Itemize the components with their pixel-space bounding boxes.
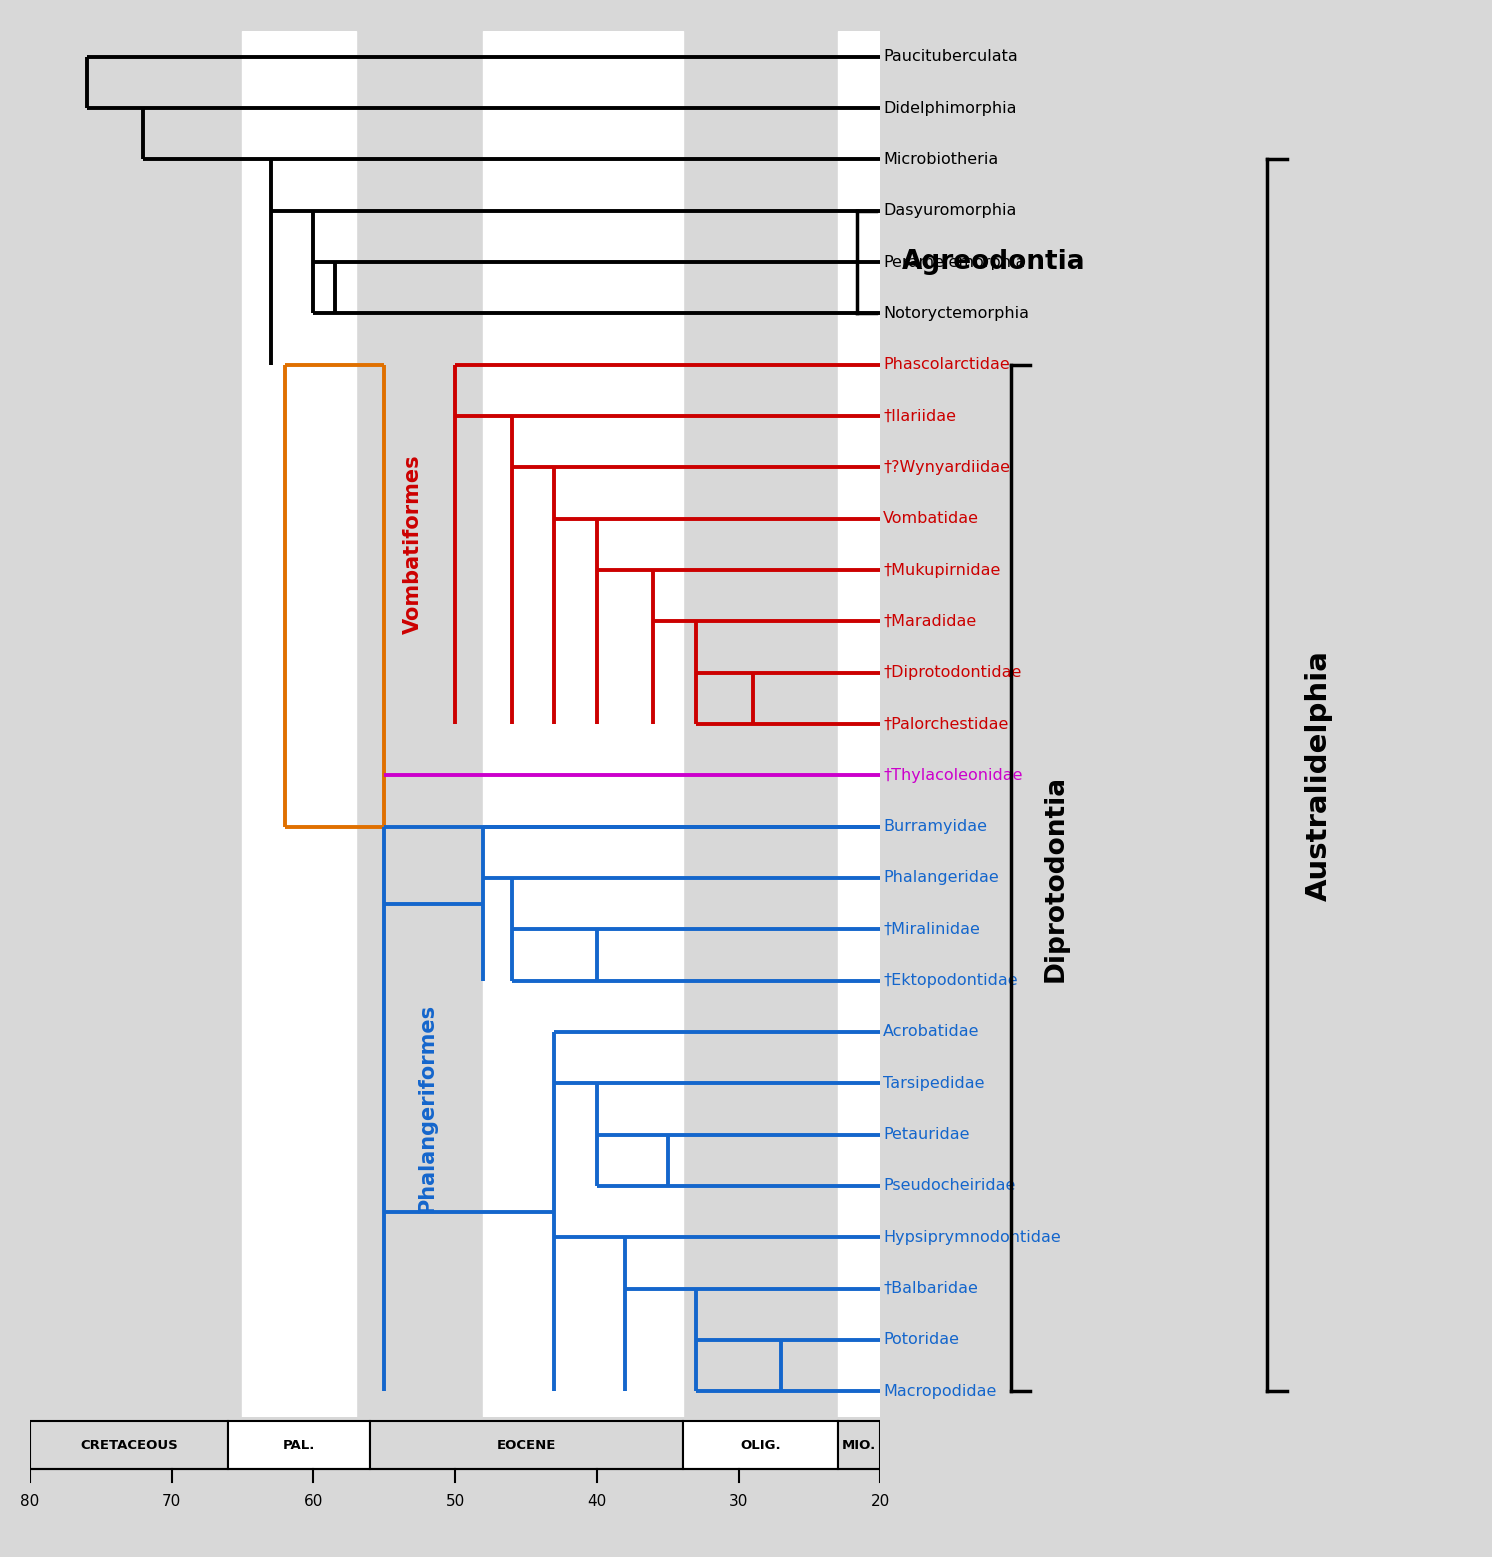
Text: Hypsiprymnodontidae: Hypsiprymnodontidae [883,1230,1061,1244]
Text: 50: 50 [446,1495,464,1509]
Text: †Ektopodontidae: †Ektopodontidae [883,973,1018,989]
Text: Acrobatidae: Acrobatidae [883,1025,980,1040]
Text: †Thylacoleonidae: †Thylacoleonidae [883,768,1022,783]
Text: Agreodontia: Agreodontia [901,249,1085,276]
Text: Notoryctemorphia: Notoryctemorphia [883,305,1029,321]
Text: Diprotodontia: Diprotodontia [1043,774,1068,981]
Text: Potoridae: Potoridae [883,1333,959,1347]
Text: †Palorchestidae: †Palorchestidae [883,716,1009,732]
Bar [370,1422,683,1470]
Text: Burramyidae: Burramyidae [883,819,988,835]
Bar [30,1422,228,1470]
Text: †Balbaridae: †Balbaridae [883,1281,977,1295]
Text: Tarsipedidae: Tarsipedidae [883,1076,985,1091]
Text: Peramelemorphia: Peramelemorphia [883,255,1025,269]
Text: 30: 30 [730,1495,747,1509]
Text: †Mukupirnidae: †Mukupirnidae [883,562,1001,578]
Text: Vombatidae: Vombatidae [883,511,979,526]
Text: Didelphimorphia: Didelphimorphia [883,101,1016,115]
Text: 70: 70 [163,1495,181,1509]
Bar [837,31,880,1417]
Text: PAL.: PAL. [283,1439,315,1451]
Text: Phalangeridae: Phalangeridae [883,870,998,886]
Text: 20: 20 [871,1495,889,1509]
Text: †Maradidae: †Maradidae [883,613,976,629]
Text: Pseudocheiridae: Pseudocheiridae [883,1179,1016,1193]
Bar [837,1422,880,1470]
Bar [483,31,683,1417]
Text: †Miralinidae: †Miralinidae [883,922,980,937]
Text: OLIG.: OLIG. [740,1439,780,1451]
Text: Dasyuromorphia: Dasyuromorphia [883,204,1016,218]
Text: Vombatiformes: Vombatiformes [403,455,422,634]
Bar [683,1422,837,1470]
Text: Microbiotheria: Microbiotheria [883,153,998,167]
Text: Macropodidae: Macropodidae [883,1384,997,1398]
Text: 60: 60 [304,1495,322,1509]
Bar [228,1422,370,1470]
Text: Phalangeriformes: Phalangeriformes [416,1004,437,1213]
Text: †Diprotodontidae: †Diprotodontidae [883,665,1022,680]
Text: MIO.: MIO. [841,1439,876,1451]
Text: Petauridae: Petauridae [883,1127,970,1143]
Bar [242,31,355,1417]
Text: Paucituberculata: Paucituberculata [883,50,1018,64]
Text: †?Wynyardiidae: †?Wynyardiidae [883,459,1010,475]
Text: EOCENE: EOCENE [497,1439,557,1451]
Text: Australidelphia: Australidelphia [1306,649,1332,902]
Text: †Ilariidae: †Ilariidae [883,408,956,424]
Text: 80: 80 [21,1495,39,1509]
Text: 40: 40 [588,1495,606,1509]
Text: CRETACEOUS: CRETACEOUS [81,1439,178,1451]
Text: Phascolarctidae: Phascolarctidae [883,357,1010,372]
